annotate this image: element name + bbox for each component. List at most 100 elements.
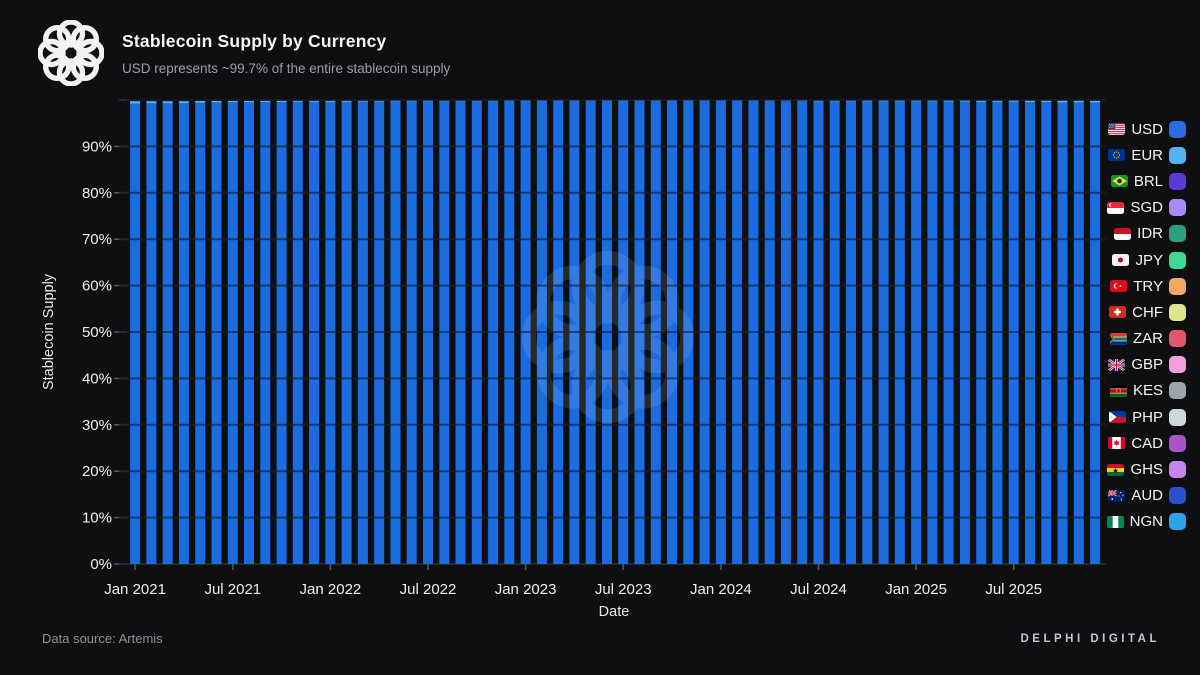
legend-item-kes[interactable]: KES (1107, 378, 1186, 404)
bar-Aug-2021[interactable] (244, 100, 254, 565)
x-tick-label: Jul 2024 (790, 581, 847, 598)
legend-currency-code: SGD (1130, 199, 1163, 217)
ca-flag-icon (1108, 437, 1126, 450)
bar-Jul-2021[interactable] (227, 100, 238, 565)
legend-item-cad[interactable]: CAD (1107, 430, 1186, 456)
y-tick-label: 20% (82, 463, 112, 480)
legend-currency-code: GHS (1130, 461, 1163, 479)
data-source-label: Data source: Artemis (42, 631, 163, 646)
legend-currency-code: CHF (1132, 303, 1163, 321)
x-tick-label: Jan 2025 (885, 581, 947, 598)
legend-item-ngn[interactable]: NGN (1106, 509, 1186, 535)
legend-color-swatch (1169, 303, 1186, 321)
x-tick-label: Jul 2022 (400, 581, 457, 598)
ng-flag-icon (1106, 515, 1124, 528)
legend-currency-code: AUD (1131, 487, 1163, 505)
bar-Oct-2025[interactable] (1057, 100, 1068, 565)
legend-item-gbp[interactable]: GBP (1107, 352, 1186, 378)
legend-currency-code: GBP (1131, 356, 1163, 374)
y-tick-label: 60% (82, 278, 112, 295)
y-tick-label: 90% (82, 138, 112, 155)
legend-color-swatch (1169, 199, 1186, 217)
br-flag-icon (1110, 175, 1128, 188)
legend-currency-code: KES (1132, 382, 1163, 400)
legend-color-swatch (1169, 356, 1186, 374)
bar-Oct-2021[interactable] (276, 100, 287, 564)
legend-currency-code: EUR (1131, 146, 1163, 164)
ke-flag-icon (1109, 385, 1127, 397)
legend-color-swatch (1169, 251, 1186, 269)
legend-item-eur[interactable]: EUR (1107, 142, 1186, 168)
legend-color-swatch (1169, 408, 1186, 426)
bar-Jan-2021[interactable] (130, 101, 141, 564)
bar-Aug-2025[interactable] (1025, 100, 1035, 565)
legend-item-jpy[interactable]: JPY (1107, 247, 1186, 273)
x-tick-label: Jul 2025 (985, 581, 1042, 598)
legend-color-swatch (1169, 382, 1186, 400)
legend-item-aud[interactable]: AUD (1107, 483, 1186, 509)
jp-flag-icon (1112, 254, 1130, 266)
legend-item-chf[interactable]: CHF (1107, 299, 1186, 325)
y-tick-label: 30% (82, 417, 112, 434)
bar-Jun-2021[interactable] (211, 100, 222, 564)
legend-color-swatch (1169, 513, 1186, 531)
page-subtitle: USD represents ~99.7% of the entire stab… (122, 60, 451, 76)
bar-Sep-2021[interactable] (260, 100, 271, 564)
legend-currency-code: NGN (1129, 513, 1163, 531)
y-tick-label: 0% (90, 556, 112, 573)
legend-color-swatch (1169, 461, 1186, 479)
legend-currency-code: JPY (1135, 251, 1163, 269)
legend-item-brl[interactable]: BRL (1107, 168, 1186, 194)
sg-flag-icon (1107, 201, 1125, 214)
legend-currency-code: ZAR (1133, 330, 1163, 348)
legend-color-swatch (1169, 487, 1186, 505)
legend-color-swatch (1169, 120, 1186, 138)
gh-flag-icon (1107, 463, 1125, 476)
y-tick-label: 40% (82, 370, 112, 387)
legend-color-swatch (1169, 434, 1186, 452)
id-flag-icon (1114, 227, 1132, 240)
legend-currency-code: IDR (1137, 225, 1163, 243)
bar-Mar-2021[interactable] (162, 101, 173, 564)
currency-legend: USD EUR BRL SGD IDR JPY TRY CHF ZAR GBP KES PHP CAD G… (1106, 116, 1186, 535)
x-tick-label: Jan 2022 (300, 581, 362, 598)
legend-item-usd[interactable]: USD (1107, 116, 1186, 142)
bar-May-2021[interactable] (195, 100, 206, 565)
legend-item-idr[interactable]: IDR (1107, 221, 1186, 247)
legend-item-php[interactable]: PHP (1107, 404, 1186, 430)
chart-header: Stablecoin Supply by Currency USD repres… (38, 20, 450, 86)
bar-Nov-2025[interactable] (1073, 100, 1084, 565)
header-text: Stablecoin Supply by Currency USD repres… (122, 31, 450, 76)
tr-flag-icon (1110, 280, 1128, 293)
watermark-logo-icon (522, 251, 694, 423)
legend-currency-code: BRL (1133, 172, 1163, 190)
us-flag-icon (1108, 123, 1126, 136)
y-tick-label: 10% (82, 510, 112, 527)
legend-item-ghs[interactable]: GHS (1107, 456, 1186, 482)
legend-item-try[interactable]: TRY (1107, 273, 1186, 299)
legend-currency-code: PHP (1132, 408, 1163, 426)
page-title: Stablecoin Supply by Currency (122, 30, 387, 51)
bar-Sep-2025[interactable] (1041, 100, 1052, 565)
eu-flag-icon (1108, 149, 1126, 162)
legend-color-swatch (1169, 225, 1186, 243)
x-tick-label: Jan 2024 (690, 581, 752, 598)
bar-Apr-2021[interactable] (178, 101, 189, 564)
legend-currency-code: TRY (1133, 277, 1163, 295)
delphi-logo-icon (38, 20, 104, 86)
x-tick-label: Jan 2023 (495, 581, 557, 598)
legend-color-swatch (1169, 277, 1186, 295)
legend-currency-code: CAD (1131, 434, 1163, 452)
legend-color-swatch (1169, 172, 1186, 190)
legend-item-zar[interactable]: ZAR (1107, 326, 1186, 352)
delphi-digital-wordmark: DELPHI DIGITAL (1020, 633, 1160, 645)
x-tick-label: Jul 2023 (595, 581, 652, 598)
y-tick-label: 80% (82, 185, 112, 202)
bar-Feb-2021[interactable] (146, 101, 157, 564)
legend-item-sgd[interactable]: SGD (1107, 195, 1186, 221)
x-tick-label: Jul 2021 (204, 581, 261, 598)
bar-Dec-2025[interactable] (1090, 100, 1101, 564)
y-tick-label: 50% (82, 324, 112, 341)
legend-currency-code: USD (1131, 120, 1163, 138)
